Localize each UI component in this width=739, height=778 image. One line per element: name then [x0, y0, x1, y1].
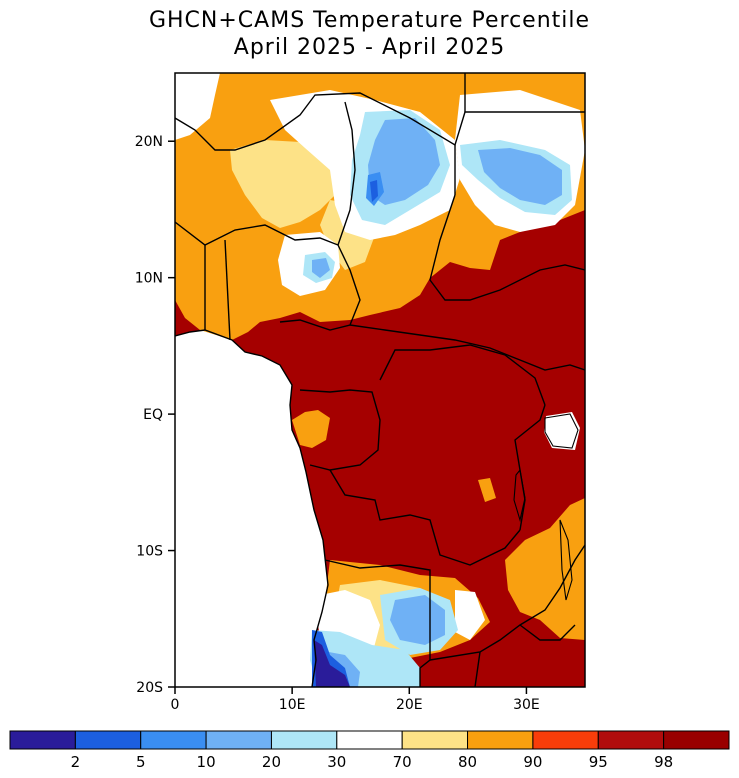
colorbar-swatch	[140, 730, 207, 750]
region-blue-northeast	[478, 148, 562, 205]
lat-tick-label: 20S	[136, 680, 163, 696]
colorbar-swatch	[532, 730, 599, 750]
lon-tick-label: 30E	[513, 697, 540, 713]
region-blue-south	[390, 595, 445, 645]
colorbar-label: 30	[327, 753, 346, 771]
chart-title: GHCN+CAMS Temperature Percentile	[148, 8, 591, 33]
colorbar-swatch	[597, 730, 665, 750]
lat-tick-label: 20N	[135, 134, 163, 150]
colorbar-label: 95	[589, 753, 608, 771]
region-deepblue-southwest	[314, 640, 350, 687]
region-orange-east-patch	[478, 478, 496, 502]
colorbar-swatch	[336, 730, 403, 750]
lakes	[513, 413, 579, 601]
lat-tick-label: EQ	[143, 407, 163, 423]
region-darkblue-sahara	[370, 180, 378, 202]
colorbar-label: 70	[393, 753, 412, 771]
chart-subtitle-period: April 2025 - April 2025	[233, 35, 506, 60]
lat-tick-label: 10N	[135, 271, 163, 287]
colorbar-swatch	[401, 730, 469, 750]
colorbar-label: 98	[654, 753, 673, 771]
map-area	[175, 73, 585, 687]
latitude-ticks: 20N 10N EQ 10S 20S	[135, 134, 175, 696]
colorbar-label: 80	[458, 753, 477, 771]
region-white-northwest	[175, 73, 220, 140]
coastline-and-borders	[175, 73, 585, 687]
region-white-south-east	[455, 590, 485, 640]
map-frame	[174, 72, 586, 688]
colorbar-label: 90	[523, 753, 542, 771]
colorbar-swatch	[663, 730, 730, 750]
colorbar-label: 5	[136, 753, 146, 771]
region-blue-central	[312, 258, 330, 278]
longitude-ticks: 0 10E 20E 30E	[171, 687, 540, 713]
lon-tick-label: 0	[171, 697, 180, 713]
colorbar-label: 20	[262, 753, 281, 771]
lon-tick-label: 20E	[396, 697, 423, 713]
region-yellow-sahel	[230, 140, 335, 228]
colorbar-swatch	[205, 730, 272, 750]
colorbar-label: 10	[197, 753, 216, 771]
lon-tick-label: 10E	[279, 697, 306, 713]
colorbar-swatch	[74, 730, 142, 750]
colorbar: 2 5 10 20 30 70 80 90 95 98	[9, 730, 730, 771]
colorbar-swatch	[9, 730, 76, 750]
colorbar-label: 2	[71, 753, 81, 771]
region-blue-sahara	[368, 118, 440, 205]
colorbar-swatch	[270, 730, 338, 750]
colorbar-swatch	[467, 730, 534, 750]
region-orange-gulf	[292, 410, 330, 448]
region-white-lake-victoria	[544, 412, 580, 450]
lat-tick-label: 10S	[136, 544, 163, 560]
